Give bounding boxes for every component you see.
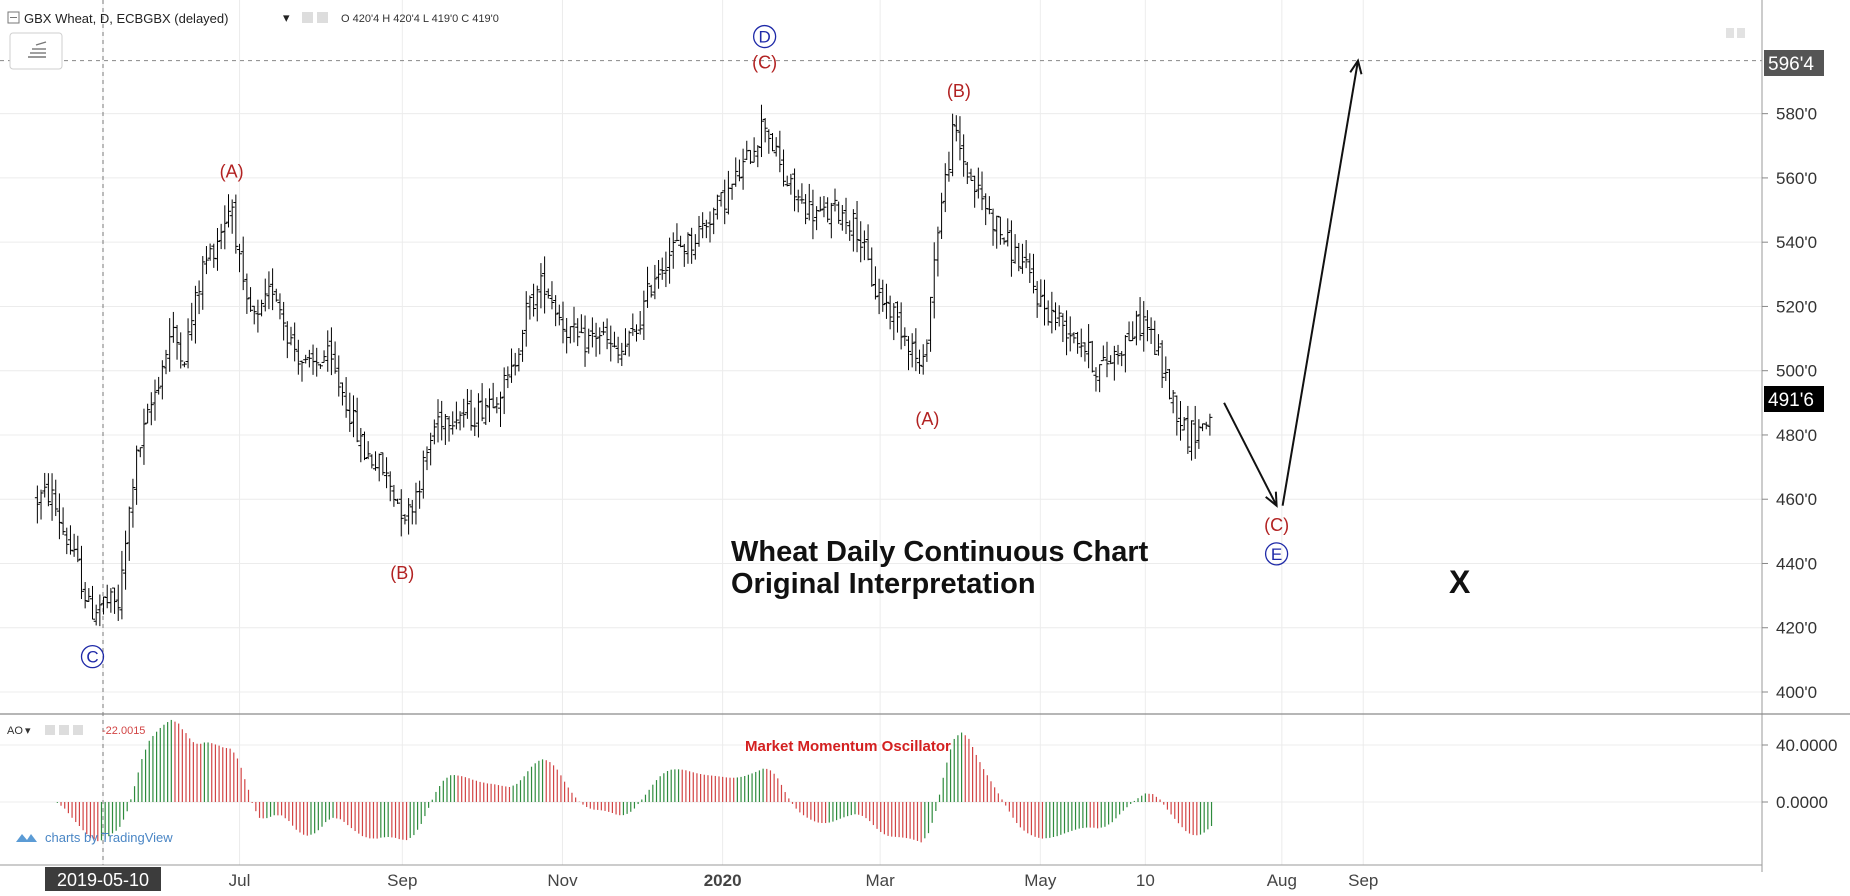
pane-maximize-icon[interactable] xyxy=(1726,28,1734,38)
projection-arrowhead-down xyxy=(1265,491,1278,508)
time-tick-label: 10 xyxy=(1136,871,1155,890)
price-tick-label: 440'0 xyxy=(1776,554,1817,573)
time-tick-label: 2020 xyxy=(704,871,742,890)
oscillator-dropdown-icon[interactable]: ▾ xyxy=(25,725,31,737)
wave-label: (C) xyxy=(1264,515,1289,535)
symbol-title[interactable]: GBX Wheat, D, ECBGBX (delayed) xyxy=(24,11,228,26)
crosshair-date-bg xyxy=(45,867,161,891)
target-price-label: 596'4 xyxy=(1764,50,1824,76)
awesome-oscillator xyxy=(56,719,1213,843)
price-tick-label: 480'0 xyxy=(1776,426,1817,445)
wave-label: (C) xyxy=(752,52,777,72)
price-tick-label: 400'0 xyxy=(1776,683,1817,702)
oscillator-tick-40: 40.0000 xyxy=(1776,736,1837,755)
wave-x-label: X xyxy=(1449,564,1471,600)
ohlc-values: O 420'4 H 420'4 L 419'0 C 419'0 xyxy=(341,13,499,25)
time-tick-label: 2019-05-10 xyxy=(57,870,149,890)
oscillator-name[interactable]: AO xyxy=(7,725,23,737)
price-tick-label: 460'0 xyxy=(1776,490,1817,509)
price-tick-label: 520'0 xyxy=(1776,297,1817,316)
price-tick-label: 580'0 xyxy=(1776,105,1817,124)
projection-line-up xyxy=(1281,60,1359,506)
chart-header: GBX Wheat, D, ECBGBX (delayed) ▾ O 420'4… xyxy=(7,10,499,26)
wave-label: (B) xyxy=(947,81,971,101)
wave-label: (A) xyxy=(220,161,244,181)
grid-lines xyxy=(0,0,1762,865)
time-tick-label: Sep xyxy=(387,871,417,890)
wave-label: (A) xyxy=(915,409,939,429)
time-tick-label: Jul xyxy=(229,871,251,890)
dropdown-icon[interactable]: ▾ xyxy=(283,10,290,25)
wave-annotations: C (A) (B) (C) D (B) (A) (C) E xyxy=(80,24,1363,669)
watermark-text: charts by TradingView xyxy=(45,830,173,845)
close-icon[interactable] xyxy=(317,12,328,23)
collapse-icon[interactable] xyxy=(7,11,20,24)
oscillator-settings-icon[interactable] xyxy=(45,725,55,735)
settings-icon[interactable] xyxy=(302,12,313,23)
time-tick-label: May xyxy=(1024,871,1057,890)
tradingview-watermark[interactable]: charts by TradingView xyxy=(16,830,173,845)
projection-arrowhead-up xyxy=(1349,58,1363,75)
time-axis[interactable]: 2019-05-10 Jul Sep Nov 2020 Mar May 10 Aug Sep xyxy=(45,867,1378,891)
wave-label-d: D xyxy=(758,28,770,47)
oscillator-tick-0: 0.0000 xyxy=(1776,793,1828,812)
target-price-text: 596'4 xyxy=(1768,54,1814,75)
price-tick-label: 500'0 xyxy=(1776,362,1817,381)
current-price-text: 491'6 xyxy=(1768,390,1814,411)
chart-title-line-2: Original Interpretation xyxy=(731,568,1036,600)
projection-line-down xyxy=(1223,402,1278,507)
oscillator-title: Market Momentum Oscillator xyxy=(745,738,951,755)
oscillator-value: -22.0015 xyxy=(102,725,145,737)
wave-label-c: C xyxy=(86,648,98,667)
oscillator-legend: AO ▾ -22.0015 Market Momentum Oscillator xyxy=(7,725,951,755)
time-tick-label: Nov xyxy=(547,871,578,890)
time-tick-label: Aug xyxy=(1267,871,1297,890)
wave-circle-d xyxy=(752,24,777,49)
time-tick-label: Sep xyxy=(1348,871,1378,890)
oscillator-close-icon[interactable] xyxy=(73,725,83,735)
oscillator-visibility-icon[interactable] xyxy=(59,725,69,735)
price-bars xyxy=(34,104,1213,627)
wave-circle-c xyxy=(80,645,105,669)
wave-label-e: E xyxy=(1271,545,1282,564)
time-tick-label: Mar xyxy=(866,871,896,890)
chart-title-line-1: Wheat Daily Continuous Chart xyxy=(731,536,1149,568)
price-tick-label: 540'0 xyxy=(1776,233,1817,252)
current-price-label: 491'6 xyxy=(1764,386,1824,412)
pane-restore-icon[interactable] xyxy=(1737,28,1745,38)
price-tick-label: 420'0 xyxy=(1776,619,1817,638)
wave-circle-e xyxy=(1264,542,1289,566)
price-axis[interactable]: 400'0 420'0 440'0 460'0 480'0 500'0 520'0 540'0… xyxy=(1762,105,1817,702)
wave-label: (B) xyxy=(390,563,414,583)
price-tick-label: 560'0 xyxy=(1776,169,1817,188)
drawing-tools-button[interactable] xyxy=(9,32,63,70)
tradingview-logo-icon xyxy=(16,834,37,842)
